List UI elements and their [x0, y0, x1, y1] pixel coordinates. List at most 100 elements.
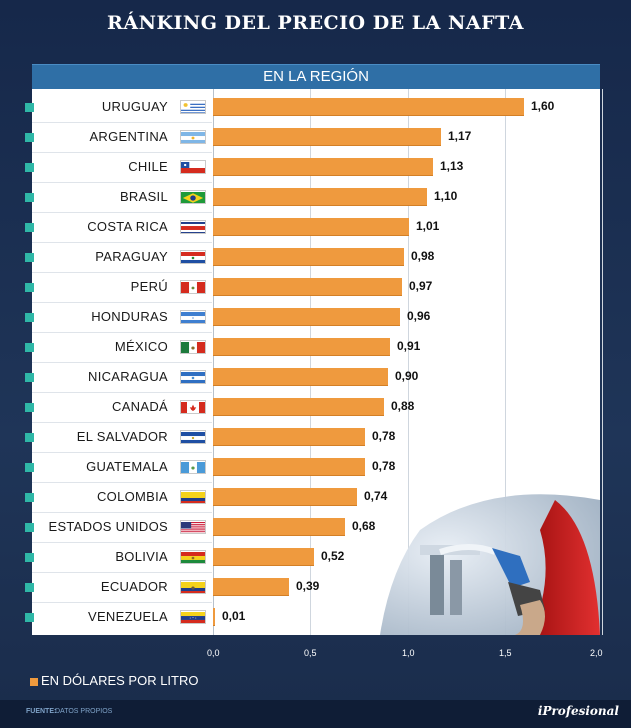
- uruguay-flag-icon: [180, 100, 206, 114]
- bar: [213, 158, 433, 176]
- row-marker: [25, 403, 34, 412]
- row-marker: [25, 133, 34, 142]
- country-label: ESTADOS UNIDOS: [48, 519, 168, 534]
- data-label: 0,52: [321, 549, 345, 563]
- data-label: 0,88: [391, 399, 415, 413]
- row-marker: [25, 343, 34, 352]
- bar: [213, 98, 524, 116]
- bar: [213, 218, 409, 236]
- row-marker: [25, 523, 34, 532]
- subtitle-bar: EN LA REGIÓN: [32, 64, 600, 90]
- bar: [213, 338, 390, 356]
- data-label: 1,13: [440, 159, 464, 173]
- row-separator: [32, 272, 212, 273]
- country-label: ARGENTINA: [89, 129, 168, 144]
- x-tick-label: 0,0: [207, 648, 220, 658]
- peru-flag-icon: [180, 280, 206, 294]
- country-label: BOLIVIA: [115, 549, 168, 564]
- row-separator: [32, 152, 212, 153]
- country-label: PARAGUAY: [95, 249, 168, 264]
- country-label: COSTA RICA: [87, 219, 168, 234]
- country-label: EL SALVADOR: [76, 429, 168, 444]
- bar: [213, 458, 365, 476]
- x-tick-label: 0,5: [304, 648, 317, 658]
- data-label: 0,39: [296, 579, 320, 593]
- row-separator: [32, 392, 212, 393]
- bar: [213, 398, 384, 416]
- x-tick-label: 1,0: [402, 648, 415, 658]
- x-tick-label: 1,5: [499, 648, 512, 658]
- row-separator: [32, 122, 212, 123]
- bar: [213, 248, 404, 266]
- data-label: 0,68: [352, 519, 376, 533]
- row-marker: [25, 373, 34, 382]
- row-marker: [25, 223, 34, 232]
- bar: [213, 278, 402, 296]
- colombia-flag-icon: [180, 490, 206, 504]
- data-label: 1,17: [448, 129, 472, 143]
- row-separator: [32, 182, 212, 183]
- country-label: MÉXICO: [114, 339, 168, 354]
- country-label: BRASIL: [119, 189, 168, 204]
- y-axis-line: [213, 89, 214, 635]
- row-marker: [25, 583, 34, 592]
- data-label: 0,90: [395, 369, 419, 383]
- row-separator: [32, 362, 212, 363]
- row-separator: [32, 302, 212, 303]
- country-label: URUGUAY: [101, 99, 168, 114]
- venezuela-flag-icon: [180, 610, 206, 624]
- data-label: 1,60: [531, 99, 555, 113]
- canada-flag-icon: [180, 400, 206, 414]
- data-label: 0,74: [364, 489, 388, 503]
- row-marker: [25, 103, 34, 112]
- nicaragua-flag-icon: [180, 370, 206, 384]
- row-separator: [32, 212, 212, 213]
- bolivia-flag-icon: [180, 550, 206, 564]
- row-marker: [25, 163, 34, 172]
- country-label: ECUADOR: [100, 579, 168, 594]
- country-label: GUATEMALA: [86, 459, 168, 474]
- row-separator: [32, 512, 212, 513]
- bar: [213, 188, 427, 206]
- country-label: COLOMBIA: [96, 489, 168, 504]
- country-label: NICARAGUA: [88, 369, 168, 384]
- bar: [213, 128, 441, 146]
- row-marker: [25, 283, 34, 292]
- data-label: 0,96: [407, 309, 431, 323]
- row-marker: [25, 433, 34, 442]
- argentina-flag-icon: [180, 130, 206, 144]
- country-label: PERÚ: [130, 279, 168, 294]
- gridline: [505, 89, 506, 635]
- row-marker: [25, 613, 34, 622]
- estados-unidos-flag-icon: [180, 520, 206, 534]
- fuel-nozzle-photo: [380, 490, 600, 635]
- row-marker: [25, 493, 34, 502]
- bar: [213, 488, 357, 506]
- honduras-flag-icon: [180, 310, 206, 324]
- bar: [213, 308, 400, 326]
- bar: [213, 368, 388, 386]
- country-label: HONDURAS: [91, 309, 168, 324]
- footer-bar: [0, 700, 631, 728]
- data-label: 0,01: [222, 609, 246, 623]
- data-label: 0,91: [397, 339, 421, 353]
- gridline: [408, 89, 409, 635]
- legend-label: EN DÓLARES POR LITRO: [41, 673, 199, 688]
- guatemala-flag-icon: [180, 460, 206, 474]
- data-label: 0,97: [409, 279, 433, 293]
- data-label: 0,78: [372, 459, 396, 473]
- row-separator: [32, 242, 212, 243]
- bar: [213, 578, 289, 596]
- row-marker: [25, 313, 34, 322]
- row-separator: [32, 332, 212, 333]
- source-label: FUENTE:: [26, 708, 57, 715]
- country-label: CHILE: [128, 159, 168, 174]
- el-salvador-flag-icon: [180, 430, 206, 444]
- data-label: 1,01: [416, 219, 440, 233]
- brasil-flag-icon: [180, 190, 206, 204]
- bar: [213, 608, 215, 626]
- paraguay-flag-icon: [180, 250, 206, 264]
- row-marker: [25, 193, 34, 202]
- source-value: DATOS PROPIOS: [55, 708, 113, 715]
- row-separator: [32, 542, 212, 543]
